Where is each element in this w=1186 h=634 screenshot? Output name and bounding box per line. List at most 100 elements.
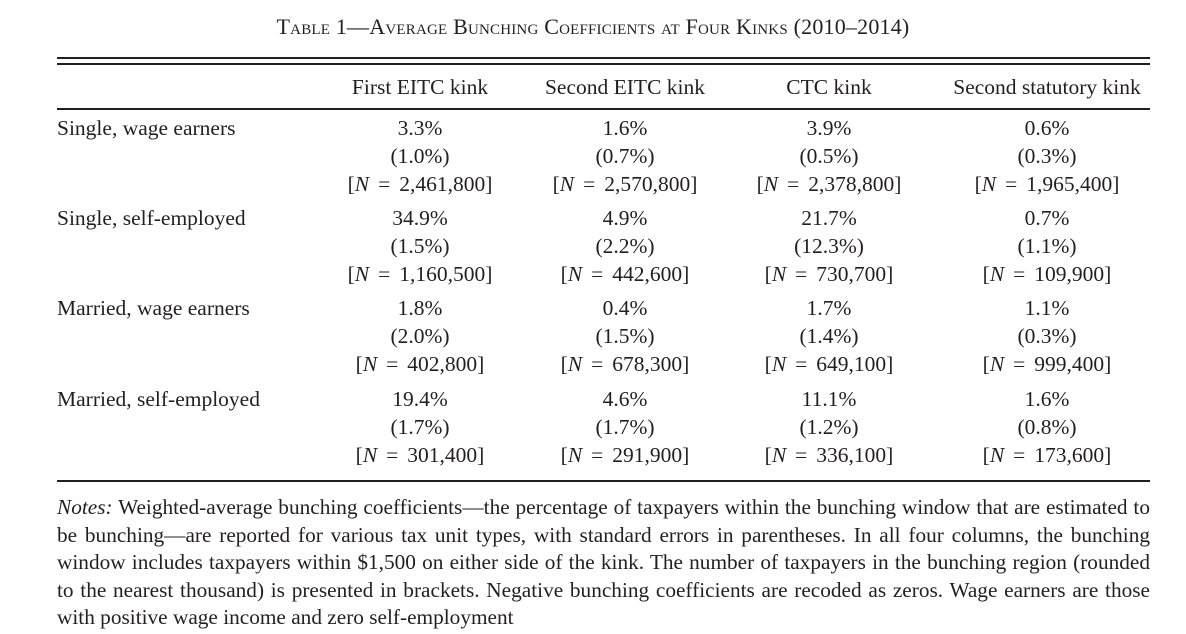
top-rule: [57, 57, 1150, 59]
n-equals: =: [386, 443, 399, 467]
n-value: 1,965,400: [1026, 172, 1113, 196]
column-header: CTC kink: [786, 75, 872, 99]
n-symbol: N: [981, 172, 997, 196]
row-label: Single, wage earners: [57, 116, 236, 140]
bunching-coefficient: 0.6%: [1024, 116, 1070, 140]
n-symbol: N: [567, 352, 583, 376]
n-symbol: N: [559, 172, 575, 196]
n-equals: =: [787, 172, 800, 196]
n-symbol: N: [771, 262, 787, 286]
bunching-coefficient: 1.1%: [1024, 296, 1070, 320]
table-cell: 1.1% (0.3%) [N = 999,400]: [983, 294, 1112, 378]
standard-error: (0.7%): [595, 144, 655, 168]
taxpayer-count: [N = 678,300]: [560, 352, 690, 376]
taxpayer-count: [N = 730,700]: [764, 262, 894, 286]
bunching-coefficient: 1.8%: [397, 296, 443, 320]
standard-error: (12.3%): [794, 234, 864, 258]
n-equals: =: [583, 172, 596, 196]
standard-error: (1.7%): [595, 415, 655, 439]
standard-error: (1.2%): [799, 415, 859, 439]
n-value: 291,900: [612, 443, 683, 467]
n-equals: =: [795, 352, 808, 376]
taxpayer-count: [N = 2,570,800]: [552, 172, 698, 196]
table-cell: 4.6% (1.7%) [N = 291,900]: [561, 385, 690, 469]
n-value: 109,900: [1034, 262, 1105, 286]
table-notes: Notes: Weighted-average bunching coeffic…: [57, 494, 1150, 632]
standard-error: (0.3%): [1017, 324, 1077, 348]
standard-error: (2.2%): [595, 234, 655, 258]
table-cell: 1.8% (2.0%) [N = 402,800]: [356, 294, 485, 378]
row-label: Married, self-employed: [57, 387, 260, 411]
n-value: 442,600: [612, 262, 683, 286]
taxpayer-count: [N = 1,965,400]: [974, 172, 1120, 196]
table-cell: 21.7% (12.3%) [N = 730,700]: [765, 204, 894, 288]
bunching-coefficient: 21.7%: [801, 206, 857, 230]
table-cell: 0.6% (0.3%) [N = 1,965,400]: [975, 114, 1120, 198]
n-value: 2,378,800: [808, 172, 895, 196]
n-equals: =: [1005, 172, 1018, 196]
row-label: Single, self-employed: [57, 206, 246, 230]
n-equals: =: [1013, 262, 1026, 286]
taxpayer-count: [N = 1,160,500]: [347, 262, 493, 286]
n-value: 2,461,800: [399, 172, 486, 196]
standard-error: (0.8%): [1017, 415, 1077, 439]
bunching-coefficient: 3.3%: [397, 116, 443, 140]
n-equals: =: [591, 443, 604, 467]
column-header: Second EITC kink: [544, 75, 706, 99]
notes-text: Weighted-average bunching coefficients—t…: [57, 495, 1150, 629]
title-dash: —: [347, 14, 370, 39]
n-equals: =: [795, 262, 808, 286]
bunching-coefficient: 1.6%: [1024, 387, 1070, 411]
n-equals: =: [378, 172, 391, 196]
taxpayer-count: [N = 109,900]: [982, 262, 1112, 286]
n-symbol: N: [989, 352, 1005, 376]
bunching-coefficient: 0.4%: [602, 296, 648, 320]
bunching-coefficient: 0.7%: [1024, 206, 1070, 230]
n-symbol: N: [771, 352, 787, 376]
taxpayer-count: [N = 2,378,800]: [756, 172, 902, 196]
n-value: 1,160,500: [399, 262, 486, 286]
bunching-coefficient: 1.7%: [806, 296, 852, 320]
n-value: 730,700: [816, 262, 887, 286]
standard-error: (1.0%): [390, 144, 450, 168]
n-equals: =: [386, 352, 399, 376]
n-value: 999,400: [1034, 352, 1105, 376]
standard-error: (1.4%): [799, 324, 859, 348]
taxpayer-count: [N = 301,400]: [355, 443, 485, 467]
n-symbol: N: [771, 443, 787, 467]
n-equals: =: [795, 443, 808, 467]
n-symbol: N: [763, 172, 779, 196]
row-label: Married, wage earners: [57, 296, 250, 320]
n-value: 2,570,800: [604, 172, 691, 196]
n-value: 678,300: [612, 352, 683, 376]
taxpayer-count: [N = 173,600]: [982, 443, 1112, 467]
n-equals: =: [1013, 443, 1026, 467]
bunching-coefficient: 3.9%: [806, 116, 852, 140]
bunching-coefficient: 19.4%: [392, 387, 448, 411]
taxpayer-count: [N = 442,600]: [560, 262, 690, 286]
standard-error: (1.5%): [390, 234, 450, 258]
taxpayer-count: [N = 402,800]: [355, 352, 485, 376]
standard-error: (2.0%): [390, 324, 450, 348]
table-cell: 34.9% (1.5%) [N = 1,160,500]: [348, 204, 493, 288]
table-cell: 3.3% (1.0%) [N = 2,461,800]: [348, 114, 493, 198]
taxpayer-count: [N = 649,100]: [764, 352, 894, 376]
table-cell: 1.7% (1.4%) [N = 649,100]: [765, 294, 894, 378]
table-cell: 0.4% (1.5%) [N = 678,300]: [561, 294, 690, 378]
bunching-coefficient: 34.9%: [392, 206, 448, 230]
standard-error: (1.1%): [1017, 234, 1077, 258]
taxpayer-count: [N = 291,900]: [560, 443, 690, 467]
table-cell: 4.9% (2.2%) [N = 442,600]: [561, 204, 690, 288]
table-number: Table 1: [276, 14, 348, 39]
standard-error: (1.5%): [595, 324, 655, 348]
n-equals: =: [591, 262, 604, 286]
n-value: 336,100: [816, 443, 887, 467]
n-symbol: N: [567, 443, 583, 467]
header-rule: [57, 108, 1150, 110]
column-header: Second statutory kink: [953, 75, 1141, 99]
top-rule-second: [57, 63, 1150, 65]
table-cell: 1.6% (0.7%) [N = 2,570,800]: [553, 114, 698, 198]
table-title-text: Average Bunching Coefficients at Four Ki…: [369, 14, 788, 39]
n-symbol: N: [354, 262, 370, 286]
n-symbol: N: [362, 443, 378, 467]
